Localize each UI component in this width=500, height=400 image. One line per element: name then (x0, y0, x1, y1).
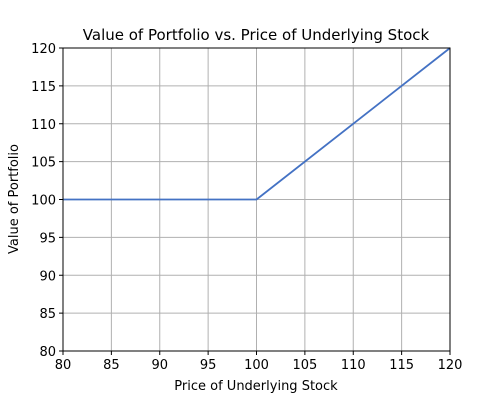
series-line (63, 47, 451, 201)
series-layer (63, 47, 451, 201)
y-tick-label: 110 (31, 118, 56, 133)
x-tick-label: 80 (55, 358, 72, 373)
y-tick-label: 95 (39, 231, 56, 246)
y-axis-label: Value of Portfolio (7, 144, 22, 254)
y-tick-label: 100 (31, 194, 56, 209)
x-tick-label: 100 (244, 358, 269, 373)
y-tick-label: 80 (39, 345, 56, 360)
y-tick-label: 105 (31, 156, 56, 171)
x-tick-label: 115 (389, 358, 414, 373)
x-tick-label: 105 (292, 358, 317, 373)
x-tick-label: 110 (341, 358, 366, 373)
y-tick-label: 120 (31, 42, 56, 57)
x-tick-label: 95 (200, 358, 217, 373)
ticks: 80 85 90 95 100 105 110 115 120 80 85 90 95 100 105 110… (31, 42, 462, 373)
x-tick-label: 85 (103, 358, 120, 373)
y-tick-label: 115 (31, 80, 56, 95)
x-axis-label: Price of Underlying Stock (174, 379, 338, 394)
chart-title: Value of Portfolio vs. Price of Underlyi… (83, 26, 430, 44)
y-tick-label: 90 (39, 269, 56, 284)
y-tick-label: 85 (39, 307, 56, 322)
x-tick-label: 120 (438, 358, 463, 373)
x-tick-label: 90 (151, 358, 168, 373)
